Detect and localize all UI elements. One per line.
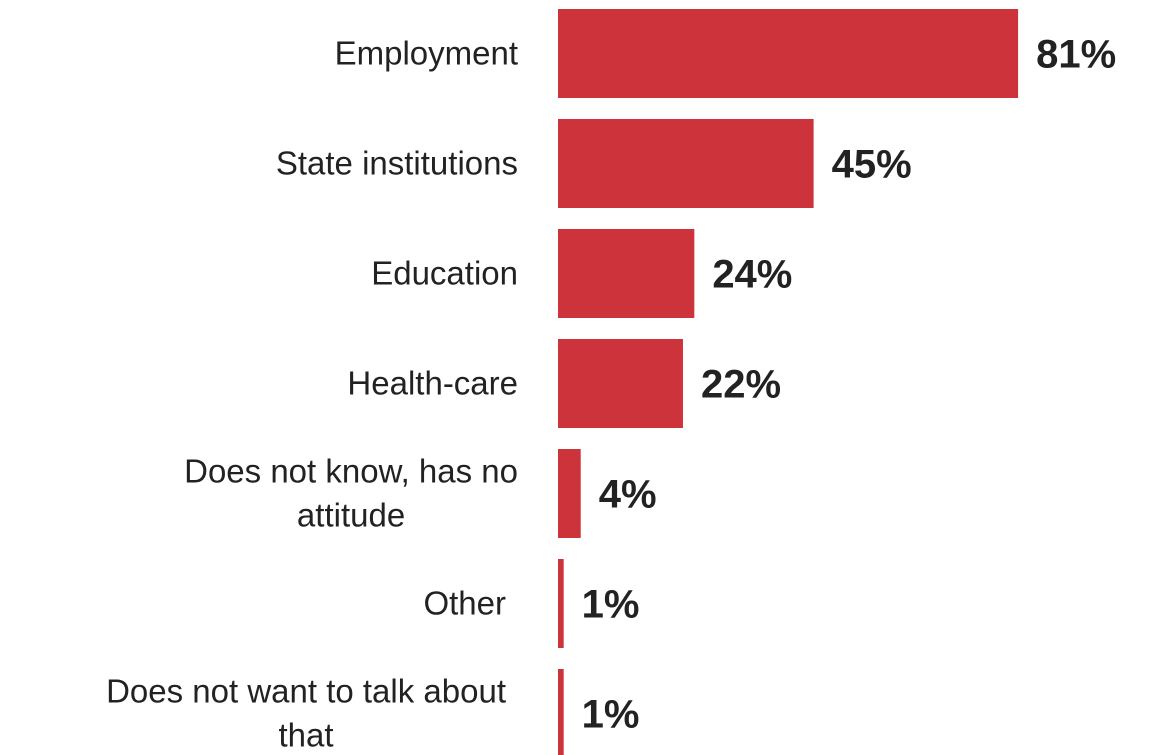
bar-state-institutions <box>558 119 814 208</box>
category-label-does-not-want-to-talk-about-that: Does not want to talk about that <box>106 673 506 754</box>
category-label-education: Education <box>371 255 518 292</box>
category-label-employment: Employment <box>335 35 518 72</box>
bar-education <box>558 229 695 318</box>
category-label-health-care: Health-care <box>347 365 518 402</box>
bars <box>558 9 1019 755</box>
value-label-other: 1% <box>582 583 640 627</box>
category-label-state-institutions: State institutions <box>276 145 518 182</box>
value-label-does-not-know-has-no-attitude: 4% <box>599 473 657 517</box>
category-label-other: Other <box>423 585 506 622</box>
value-labels: 81% 45% 24% 22% 4% 1% 1% <box>582 33 1116 737</box>
bar-other <box>558 559 564 648</box>
category-labels: Employment State institutions Education Hea… <box>106 35 518 754</box>
value-label-employment: 81% <box>1036 33 1116 77</box>
value-label-health-care: 22% <box>701 363 781 407</box>
bar-health-care <box>558 339 683 428</box>
category-label-does-not-know-has-no-attitude: Does not know, has no attitude <box>184 453 518 534</box>
bar-does-not-know-has-no-attitude <box>558 449 581 538</box>
bar-employment <box>558 9 1019 98</box>
bar-does-not-want-to-talk-about-that <box>558 669 564 755</box>
value-label-state-institutions: 45% <box>832 143 912 187</box>
value-label-does-not-want-to-talk-about-that: 1% <box>582 693 640 737</box>
value-label-education: 24% <box>712 253 792 297</box>
